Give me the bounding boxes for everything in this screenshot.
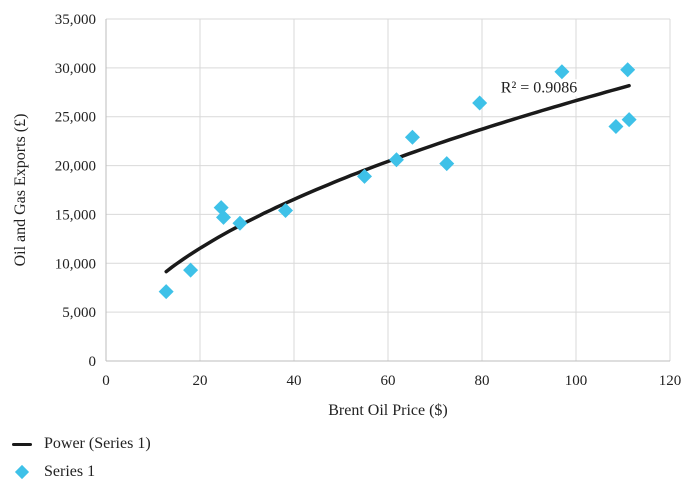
- legend-item-series: Series 1: [12, 461, 151, 483]
- x-tick-label: 120: [659, 373, 682, 389]
- legend-label-trendline: Power (Series 1): [44, 435, 151, 452]
- x-tick-label: 0: [102, 373, 110, 389]
- legend-diamond-swatch: [14, 464, 30, 480]
- data-point-diamond: [357, 168, 372, 184]
- legend: Power (Series 1) Series 1: [12, 433, 151, 489]
- data-point-diamond: [621, 112, 637, 128]
- data-point-diamond: [620, 62, 636, 78]
- legend-item-trendline: Power (Series 1): [12, 433, 151, 455]
- data-points: [158, 62, 637, 300]
- legend-line-swatch: [12, 442, 32, 446]
- data-point-diamond: [472, 95, 488, 111]
- y-tick-label: 15,000: [55, 207, 96, 223]
- data-point-diamond: [404, 129, 420, 145]
- x-tick-label: 20: [193, 373, 208, 389]
- y-tick-label: 10,000: [55, 256, 96, 272]
- x-axis-title: Brent Oil Price ($): [328, 402, 448, 419]
- y-tick-label: 20,000: [55, 159, 96, 175]
- axes: [105, 19, 670, 362]
- annotation-background: [497, 79, 581, 97]
- y-tick-label: 35,000: [55, 12, 96, 28]
- y-tick-label: 5,000: [62, 305, 96, 321]
- data-point-diamond: [608, 118, 624, 134]
- data-point-diamond: [216, 209, 231, 225]
- x-tick-label: 60: [381, 373, 396, 389]
- data-point-diamond: [554, 64, 570, 80]
- r-squared-annotation: R² = 0.9086: [501, 79, 578, 96]
- y-tick-label: 25,000: [55, 110, 96, 126]
- tick-labels: 0 20 40 60 80 100 120 0 5,000 10,000 15,000 20,000 2…: [55, 12, 682, 389]
- y-axis-title: Oil and Gas Exports (£): [12, 114, 29, 267]
- y-tick-label: 30,000: [55, 61, 96, 77]
- data-point-diamond: [232, 215, 248, 231]
- legend-label-series: Series 1: [44, 463, 96, 480]
- x-tick-label: 40: [287, 373, 302, 389]
- x-tick-label: 80: [475, 373, 490, 389]
- data-point-diamond: [183, 262, 199, 278]
- data-point-diamond: [439, 156, 455, 172]
- y-tick-label: 0: [89, 354, 97, 370]
- x-tick-label: 100: [565, 373, 588, 389]
- data-point-diamond: [388, 152, 404, 168]
- data-point-diamond: [158, 284, 174, 300]
- data-point-diamond: [278, 203, 294, 219]
